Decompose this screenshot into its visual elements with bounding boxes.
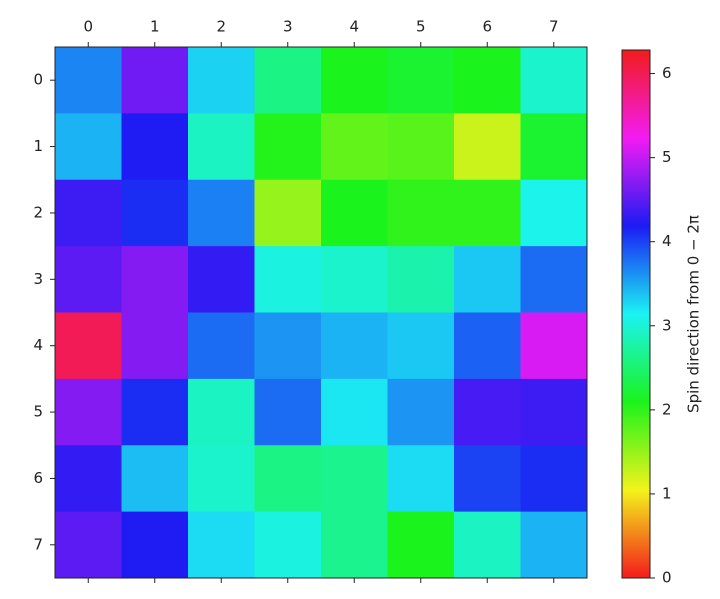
heatmap-cell [188,179,255,247]
heatmap-cell [188,47,255,114]
heatmap-cell [121,378,189,446]
y-tick-label: 7 [33,535,43,553]
heatmap-cell [520,511,588,579]
heatmap-cell [520,113,588,181]
y-tick-label: 2 [33,203,43,221]
heatmap-cell [121,113,189,181]
y-tick-label: 1 [33,137,43,155]
y-tick-label: 4 [33,336,43,354]
colorbar-tick-label: 0 [662,569,672,587]
heatmap-cell [121,47,189,114]
heatmap-cell [55,179,122,247]
heatmap-cell [188,511,255,579]
heatmap-cell [520,179,588,247]
heatmap-cell [454,378,521,446]
heatmap-cell [188,246,255,313]
heatmap-cell [188,113,255,181]
colorbar-tick-label: 3 [662,316,672,334]
heatmap-cell [321,378,388,446]
heatmap-cell [254,445,322,513]
heatmap-cell [55,445,122,513]
heatmap-cell [321,312,388,380]
heatmap-cell [454,179,521,247]
x-tick-label: 3 [283,18,293,36]
heatmap-cell [121,179,189,247]
heatmap-cell [387,246,455,313]
colorbar-tick-label: 4 [662,232,672,250]
heatmap-cell [321,246,388,313]
heatmap-cell [387,179,455,247]
heatmap-cell [520,47,588,114]
x-tick-label: 5 [416,18,426,36]
heatmap-cell [387,312,455,380]
colorbar-label: Spin direction from 0 − 2π [685,215,703,413]
heatmap-cell [254,511,322,579]
heatmap-cell [321,179,388,247]
heatmap-cell [321,113,388,181]
heatmap-cell [55,47,122,114]
heatmap-cell [454,511,521,579]
heatmap-cell [188,445,255,513]
heatmap-cell [321,445,388,513]
colorbar-tick-label: 1 [662,484,672,502]
heatmap-cell [321,511,388,579]
heatmap-cell [520,378,588,446]
colorbar-tick-label: 6 [662,64,672,82]
heatmap-cell [454,47,521,114]
heatmap-cell [55,113,122,181]
x-tick-label: 1 [150,18,160,36]
y-tick-label: 6 [33,469,43,487]
heatmap-cell [188,312,255,380]
y-tick-label: 5 [33,403,43,421]
x-tick-label: 2 [216,18,226,36]
plot-frame [54,46,588,579]
heatmap-cell [387,113,455,181]
heatmap-cell [520,445,588,513]
heatmap-cell [254,378,322,446]
heatmap-cell [121,511,189,579]
heatmap-cell [387,445,455,513]
heatmap-cell [321,47,388,114]
colorbar-tick-label: 5 [662,148,672,166]
heatmap-cell [454,312,521,380]
heatmap-cell [55,246,122,313]
heatmap-cell [254,246,322,313]
y-tick-label: 3 [33,270,43,288]
heatmap-cell [121,312,189,380]
x-tick-label: 0 [83,18,93,36]
heatmap-cell [520,246,588,313]
heatmap-cell [188,378,255,446]
heatmap-cell [454,246,521,313]
x-tick-label: 6 [482,18,492,36]
heatmap-cell [55,312,122,380]
heatmap-cell [254,179,322,247]
heatmap-cell [254,113,322,181]
heatmap-cell [520,312,588,380]
heatmap-cell [121,445,189,513]
colorbar-tick-label: 2 [662,400,672,418]
heatmap-cell [387,378,455,446]
heatmap-cell [254,47,322,114]
x-tick-label: 4 [349,18,359,36]
heatmap-cell [55,378,122,446]
heatmap-cell [55,511,122,579]
colorbar [621,49,651,579]
heatmap-cell [454,445,521,513]
heatmap-cell [254,312,322,380]
heatmap-cell [121,246,189,313]
heatmap-cell [387,511,455,579]
heatmap-cell [387,47,455,114]
y-tick-label: 0 [33,71,43,89]
x-tick-label: 7 [549,18,559,36]
heatmap-cell [454,113,521,181]
